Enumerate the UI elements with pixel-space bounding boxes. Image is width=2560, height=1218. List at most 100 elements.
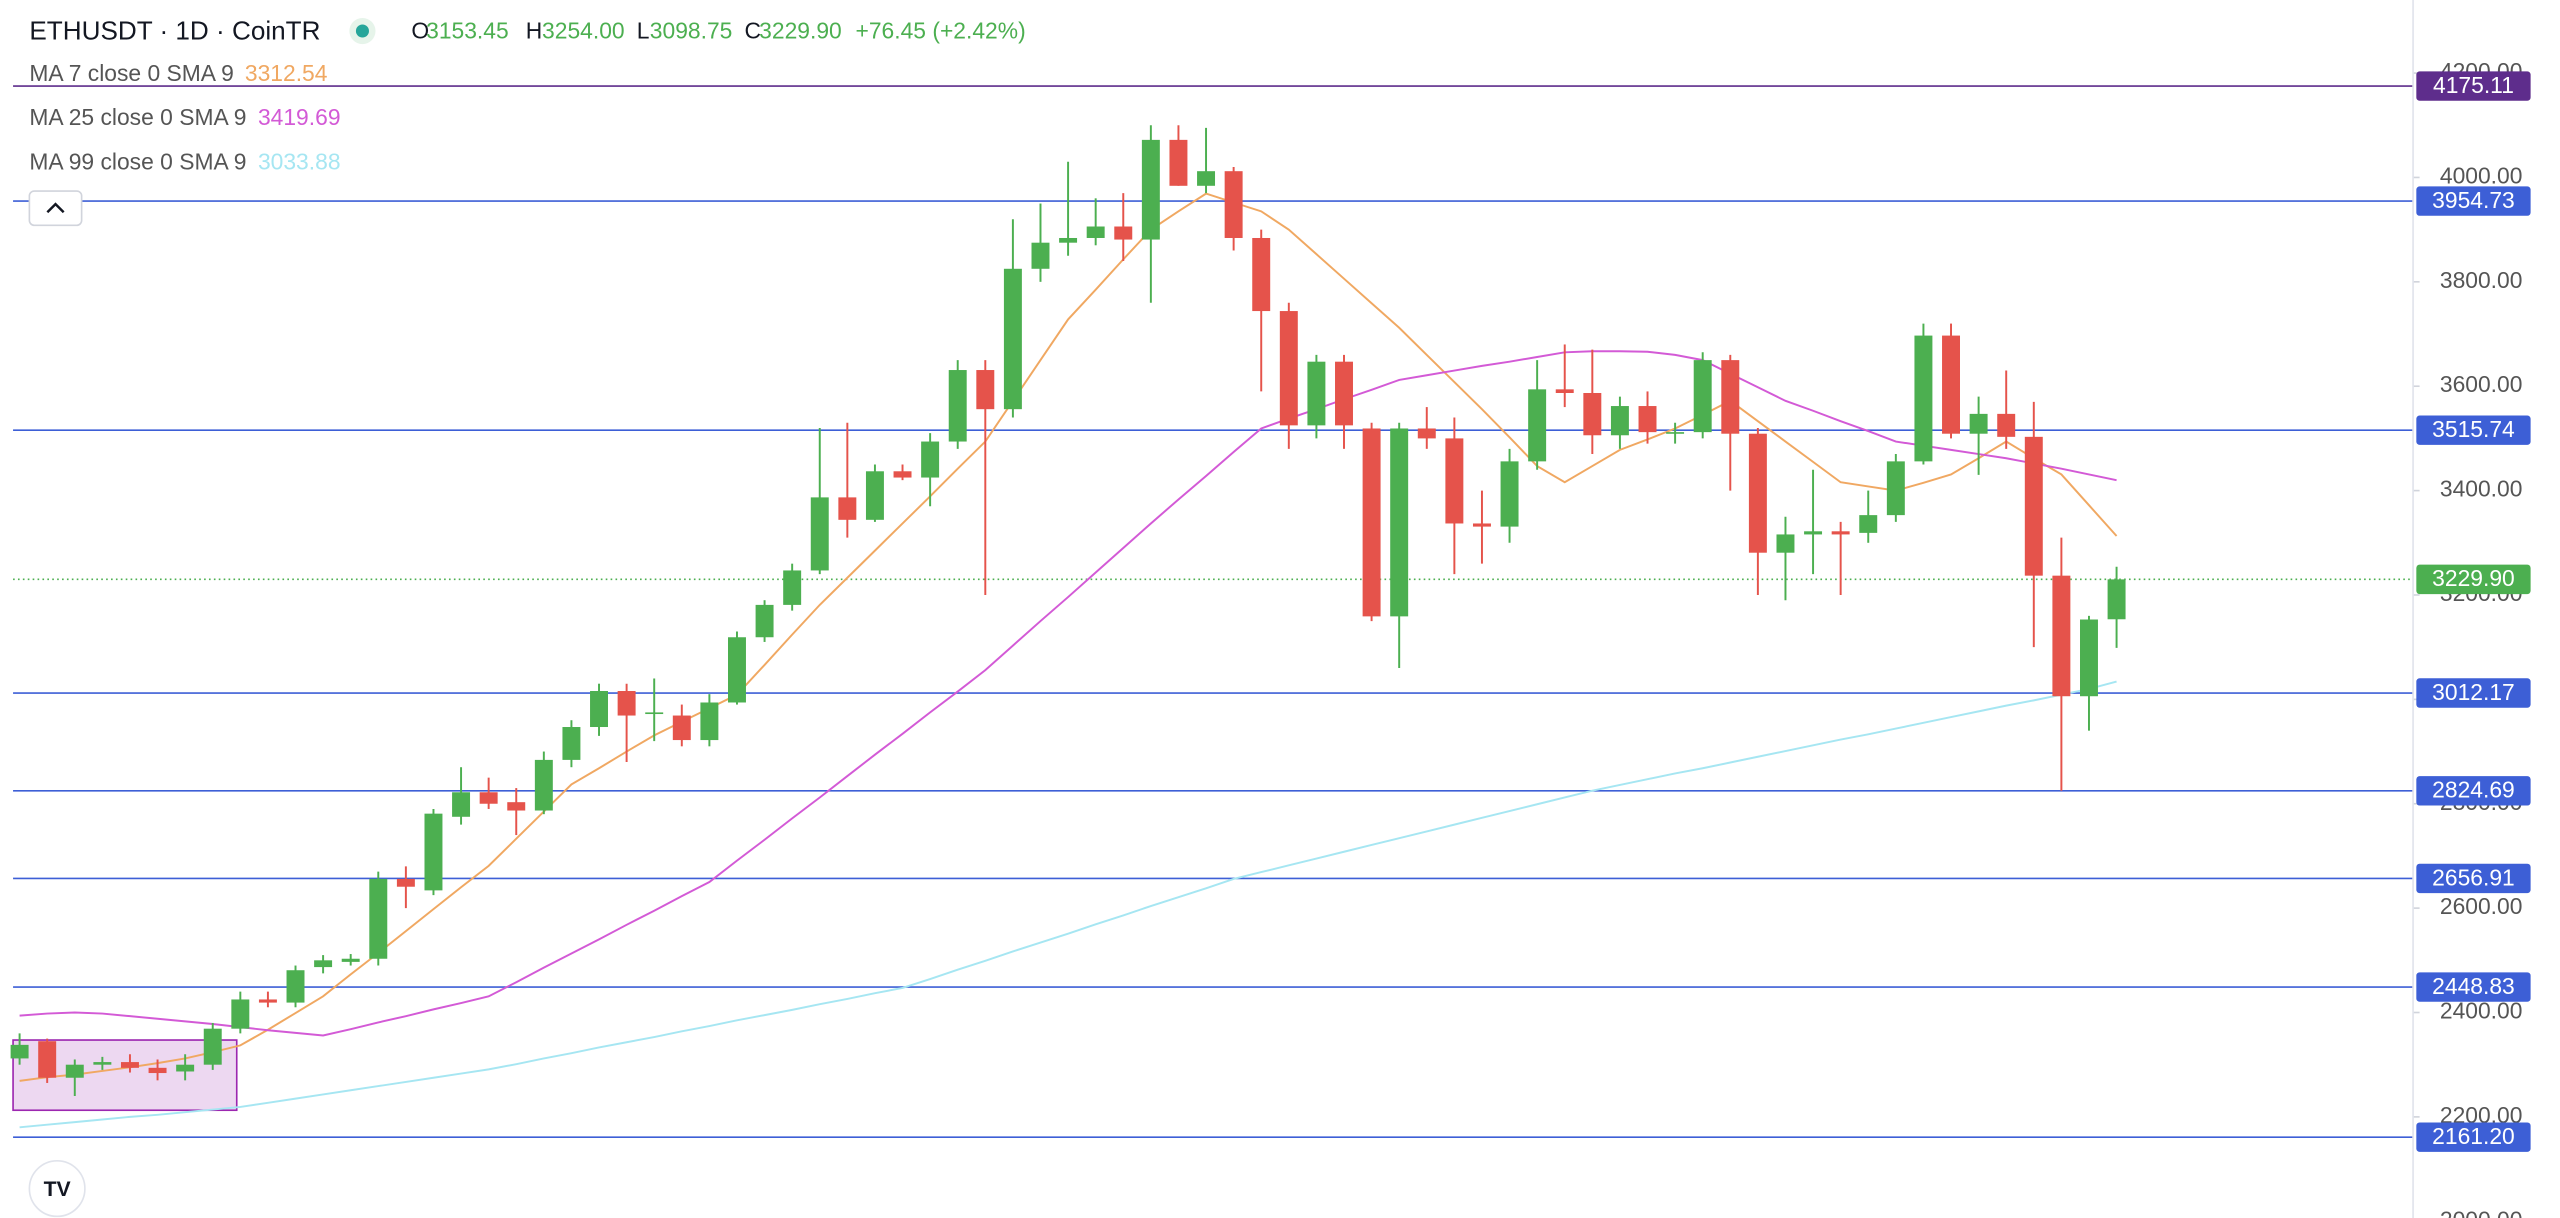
candle-body	[1390, 428, 1409, 617]
level-label-box	[2416, 415, 2531, 445]
candle-body	[590, 691, 608, 728]
candle-body	[2024, 436, 2043, 576]
candle-body	[1500, 461, 1519, 527]
candle-body	[93, 1062, 112, 1065]
candle-body	[838, 497, 857, 520]
candle-body	[396, 878, 415, 887]
candle-body	[755, 604, 774, 638]
legend-label: MA 99 close 0 SMA 9	[29, 148, 246, 174]
candle-body	[645, 712, 664, 715]
candle-body	[1555, 389, 1574, 393]
candle-body	[1252, 237, 1271, 312]
candle-body	[65, 1064, 84, 1078]
ma-line	[19, 350, 2117, 1037]
level-label-box	[2416, 1122, 2531, 1152]
candle-body	[148, 1067, 167, 1074]
candle-body	[1362, 428, 1381, 617]
ma-line	[19, 680, 2117, 1129]
level-label: 3954.73	[2432, 187, 2515, 213]
candle-body	[1748, 433, 1767, 553]
candle-body	[10, 1044, 29, 1059]
candle-body	[2107, 579, 2126, 620]
level-label-box	[2416, 776, 2531, 806]
candle-body	[1307, 361, 1326, 426]
level-label-box	[2416, 564, 2531, 595]
legend-value: 3419.69	[258, 104, 341, 130]
ohlc-key: C	[744, 18, 760, 44]
candle-body	[38, 1041, 57, 1078]
candle-body	[1086, 226, 1105, 238]
y-tick-label: 4000.00	[2440, 162, 2523, 188]
ohlc-value: 3229.90	[759, 18, 842, 44]
y-tick-label: 3400.00	[2440, 476, 2523, 502]
candle-body	[2080, 619, 2098, 697]
y-tick-label: 2000.00	[2440, 1206, 2523, 1218]
candle-body	[1141, 139, 1160, 240]
candle-body	[1942, 335, 1960, 434]
price-change: +76.45 (+2.42%)	[856, 18, 1026, 44]
candle-body	[1169, 139, 1188, 186]
candle-body	[479, 792, 498, 804]
ohlc-value: 3254.00	[542, 18, 625, 44]
candle-body	[562, 727, 581, 760]
candle-body	[120, 1062, 139, 1068]
level-label: 2656.91	[2432, 864, 2515, 890]
level-label: 3012.17	[2432, 679, 2515, 705]
candle-body	[314, 960, 333, 968]
candle-body	[810, 497, 829, 571]
ohlc-key: O	[411, 18, 429, 44]
candle-body	[1031, 242, 1050, 269]
candle-body	[1997, 413, 2016, 437]
candle-body	[507, 802, 526, 811]
candle-body	[1666, 432, 1685, 434]
level-label-box	[2416, 186, 2531, 216]
candle-body	[976, 370, 995, 410]
ohlc-key: H	[526, 18, 542, 44]
candle-body	[424, 813, 443, 891]
candle-body	[176, 1064, 195, 1072]
ohlc-value: 3153.45	[426, 18, 509, 44]
candle-body	[1804, 531, 1823, 535]
market-status-dot[interactable]	[355, 24, 369, 38]
candle-body	[203, 1028, 222, 1065]
candle-body	[1638, 406, 1657, 433]
level-label: 2161.20	[2432, 1123, 2515, 1149]
candle-body	[1197, 171, 1216, 186]
candle-body	[1969, 413, 1988, 434]
candle-body	[369, 878, 388, 959]
candle-body	[1445, 438, 1464, 524]
tv-logo-badge[interactable]	[28, 1160, 86, 1218]
candle-body	[1693, 360, 1712, 433]
level-label-box	[2416, 972, 2531, 1002]
candle-body	[534, 759, 553, 811]
candle-body	[1859, 515, 1878, 533]
level-label: 3229.90	[2432, 565, 2515, 591]
ma-line	[19, 192, 2118, 1082]
candle-body	[948, 370, 967, 442]
candle-body	[1583, 392, 1602, 436]
candle-body	[231, 999, 250, 1029]
collapse-button[interactable]	[28, 190, 83, 227]
candle-body	[1528, 389, 1547, 462]
level-label: 3515.74	[2432, 416, 2515, 442]
candle-body	[865, 471, 884, 520]
candle-body	[1224, 171, 1243, 238]
ohlc-key: L	[637, 18, 650, 44]
candle-body	[728, 637, 746, 703]
candle-body	[921, 441, 940, 478]
candle-body	[1831, 531, 1850, 535]
symbol-title[interactable]: ETHUSDT · 1D · CoinTR	[29, 16, 320, 46]
level-label: 2824.69	[2432, 777, 2515, 803]
candle-body	[341, 958, 360, 962]
candle-body	[1059, 237, 1078, 243]
candle-body	[700, 702, 719, 741]
candle-body	[1472, 523, 1491, 527]
candle-body	[1003, 268, 1022, 410]
y-tick-label: 3800.00	[2440, 267, 2523, 293]
level-label-box	[2416, 678, 2531, 708]
candle-body	[783, 570, 802, 605]
candle-body	[672, 715, 691, 741]
candle-body	[2052, 575, 2071, 697]
